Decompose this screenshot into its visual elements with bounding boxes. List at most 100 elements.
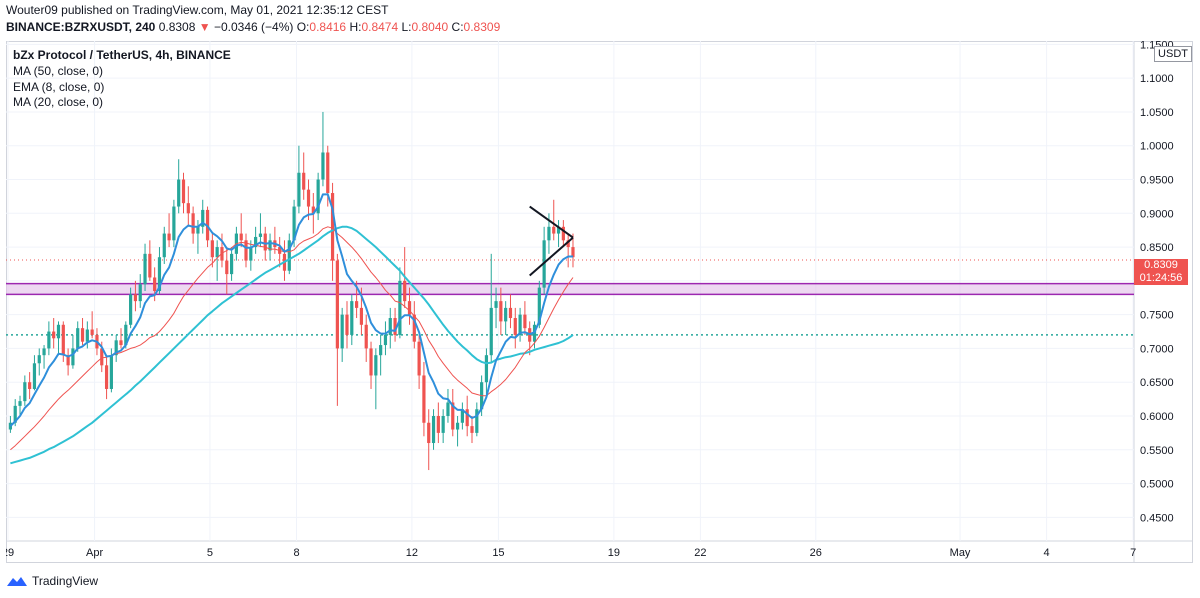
y-tick-label: 0.6000 [1140,411,1174,423]
candle-body [66,355,70,366]
candle-body [547,226,551,241]
symbol: BINANCE:BZRXUSDT, 240 [6,20,156,34]
candle-body [556,226,561,234]
candle-body [340,314,344,349]
candle-body [196,226,200,234]
candle-body [379,345,383,356]
candle-body [412,314,416,342]
footer-brand: TradingView [32,574,99,588]
high-value: 0.8474 [361,20,399,34]
candle-body [326,152,330,194]
last-price: 0.8308 [158,20,196,34]
open-label: O: [296,20,310,34]
candle-body [441,416,445,433]
candle-body [552,226,556,234]
candle-body [32,363,37,389]
candle-body [451,402,455,430]
candle-body [513,318,517,335]
ema8-line [9,193,573,427]
footer: TradingView [6,574,98,588]
candle-body [297,172,301,207]
candle-body [321,152,325,180]
candle-body [172,206,176,241]
candle-body [42,348,46,356]
tradingview-logo-icon [7,577,27,586]
candle-body [504,307,508,322]
ma50-line [10,225,574,465]
candle-body [436,416,440,433]
candle-body [393,318,397,335]
y-tick-label: 0.9000 [1140,208,1174,220]
legend-ma50[interactable]: MA (50, close, 0) [13,64,104,78]
candle-body [306,189,311,207]
y-tick-label: 1.0500 [1140,107,1174,119]
candle-body [311,206,315,214]
legend-ema8[interactable]: EMA (8, close, 0) [13,80,105,94]
candle-body [350,301,354,335]
y-tick-label: 0.5500 [1140,445,1174,457]
candle-body [80,328,85,342]
candle-body [345,314,349,335]
candle-body [90,329,94,335]
candle-body [287,240,291,271]
candle-body [143,253,147,285]
candle-body [335,260,339,349]
close-value: 0.8309 [463,20,501,34]
candle-body [186,203,190,214]
candle-body [388,318,392,335]
legend-ma20[interactable]: MA (20, close, 0) [13,95,104,109]
candle-body [268,240,272,251]
candle-body [28,382,32,389]
ma20-line [10,226,574,451]
change-down-icon: ▼ [198,20,211,34]
x-tick-label: 29 [6,547,14,559]
candle-body [47,331,51,349]
candle-body [229,253,234,275]
symbol-line: BINANCE:BZRXUSDT, 240 0.8308 ▼ −0.0346 (… [6,20,500,34]
candle-body [138,284,142,302]
chart-frame [6,41,1193,563]
triangle-upper-trendline [529,205,574,239]
y-tick-label: 1.0000 [1140,141,1174,153]
low-value: 0.8040 [411,20,449,34]
price-chart[interactable]: 0.4500 0.5000 0.5500 0.6000 0.6500 0.7000 0.75… [6,41,1193,563]
candle-body [114,340,118,356]
candle-body [244,240,248,261]
candle-body [85,329,89,342]
candle-body [455,422,460,430]
candle-body [201,209,205,227]
close-label: C: [451,20,464,34]
chart-title: bZx Protocol / TetherUS, 4h, BINANCE [13,48,231,62]
x-tick-label: 15 [492,547,504,559]
x-tick-label: May [950,547,971,559]
candle-body [427,422,431,444]
x-tick-label: 4 [1044,547,1050,559]
currency-button[interactable]: USDT [1154,46,1192,62]
high-label: H: [349,20,362,34]
triangle-lower-trendline [529,236,574,277]
candle-body [191,213,195,234]
candle-body [398,280,402,335]
candle-body [446,402,450,416]
candle-body [181,179,186,204]
candle-body [153,277,157,291]
candle-body [104,365,109,389]
candle-body [484,355,489,383]
candle-body [417,341,421,376]
candle-body [52,331,56,339]
candle-body [148,253,152,278]
candle-body [431,416,436,444]
candle-body [56,324,61,339]
candle-body [537,287,541,325]
x-tick-label: 8 [293,547,299,559]
candle-body [215,247,219,258]
candle-body [489,307,493,356]
candle-body [167,233,171,241]
candle-body [494,301,498,308]
candle-body [133,294,138,302]
candle-body [249,247,253,261]
candle-body [330,193,335,261]
y-tick-label: 0.8500 [1140,242,1174,254]
candle-body [37,355,41,364]
publisher-text: Wouter09 published on TradingView.com, M… [6,3,389,17]
